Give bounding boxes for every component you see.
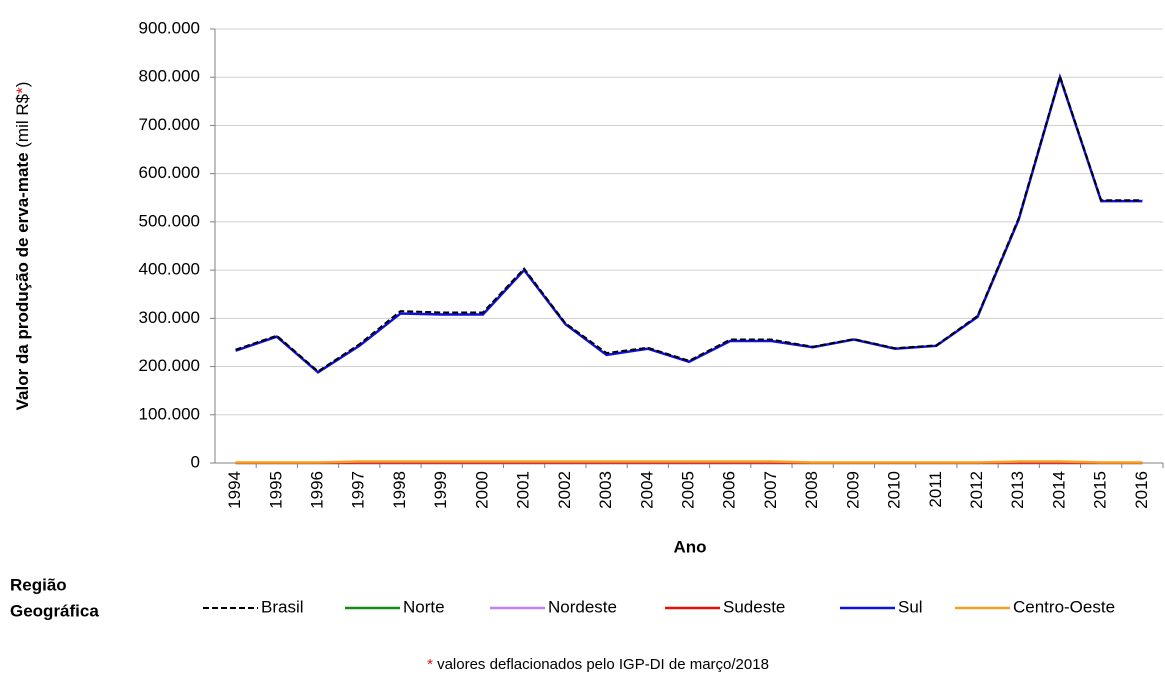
y-tick-label: 500.000 bbox=[139, 211, 200, 230]
y-tick-label: 800.000 bbox=[139, 67, 200, 86]
series-line bbox=[235, 73, 1143, 374]
x-tick-label: 2006 bbox=[720, 471, 739, 509]
legend-label: Sudeste bbox=[723, 597, 785, 616]
x-tick-label: 2008 bbox=[802, 471, 821, 509]
x-tick-label: 2000 bbox=[472, 471, 491, 509]
x-tick-label: 2011 bbox=[926, 471, 945, 508]
x-tick-label: 2015 bbox=[1091, 471, 1110, 509]
x-tick-label: 2010 bbox=[885, 471, 904, 509]
x-tick-label: 2013 bbox=[1008, 471, 1027, 509]
legend-label: Sul bbox=[898, 597, 923, 616]
y-tick-label: 400.000 bbox=[139, 260, 200, 279]
x-tick-label: 2009 bbox=[843, 471, 862, 509]
legend-title: Geográfica bbox=[10, 601, 99, 620]
y-tick-label: 300.000 bbox=[139, 308, 200, 327]
x-tick-label: 1999 bbox=[431, 471, 450, 509]
x-tick-label: 2004 bbox=[637, 471, 656, 509]
x-tick-label: 2007 bbox=[761, 471, 780, 509]
legend-title: Região bbox=[10, 575, 67, 594]
y-tick-label: 700.000 bbox=[139, 115, 200, 134]
x-tick-label: 2002 bbox=[555, 471, 574, 509]
asterisk: * bbox=[427, 656, 433, 673]
y-tick-label: 0 bbox=[191, 452, 200, 471]
x-tick-label: 1995 bbox=[266, 471, 285, 509]
legend-label: Centro-Oeste bbox=[1013, 597, 1115, 616]
asterisk: * bbox=[13, 87, 32, 94]
footnote-text: valores deflacionados pelo IGP-DI de mar… bbox=[437, 656, 769, 673]
legend-label: Nordeste bbox=[548, 597, 617, 616]
legend-label: Brasil bbox=[261, 597, 304, 616]
y-axis-title: Valor da produção de erva-mate (mil R$*) bbox=[13, 82, 32, 411]
series-line bbox=[235, 72, 1143, 373]
x-tick-label: 1996 bbox=[308, 471, 327, 509]
y-tick-label: 100.000 bbox=[139, 404, 200, 423]
y-unit-close: ) bbox=[13, 82, 32, 88]
x-tick-label: 2005 bbox=[678, 471, 697, 509]
footnote: * valores deflacionados pelo IGP-DI de m… bbox=[427, 656, 769, 673]
x-tick-label: 2016 bbox=[1132, 471, 1151, 509]
x-tick-label: 2012 bbox=[967, 471, 986, 509]
x-tick-label: 1997 bbox=[349, 471, 368, 509]
y-tick-label: 900.000 bbox=[139, 18, 200, 37]
x-tick-label: 2001 bbox=[514, 471, 533, 509]
y-tick-label: 200.000 bbox=[139, 356, 200, 375]
y-tick-label: 600.000 bbox=[139, 163, 200, 182]
series-line bbox=[235, 460, 1143, 464]
x-tick-label: 1994 bbox=[225, 471, 244, 509]
y-label: Valor da produção de erva-mate bbox=[13, 152, 32, 410]
y-unit: (mil R$ bbox=[13, 93, 32, 147]
x-tick-label: 2014 bbox=[1049, 471, 1068, 509]
x-tick-label: 1998 bbox=[390, 471, 409, 509]
x-axis-title: Ano bbox=[673, 537, 706, 556]
x-tick-label: 2003 bbox=[596, 471, 615, 509]
legend-label: Norte bbox=[403, 597, 445, 616]
